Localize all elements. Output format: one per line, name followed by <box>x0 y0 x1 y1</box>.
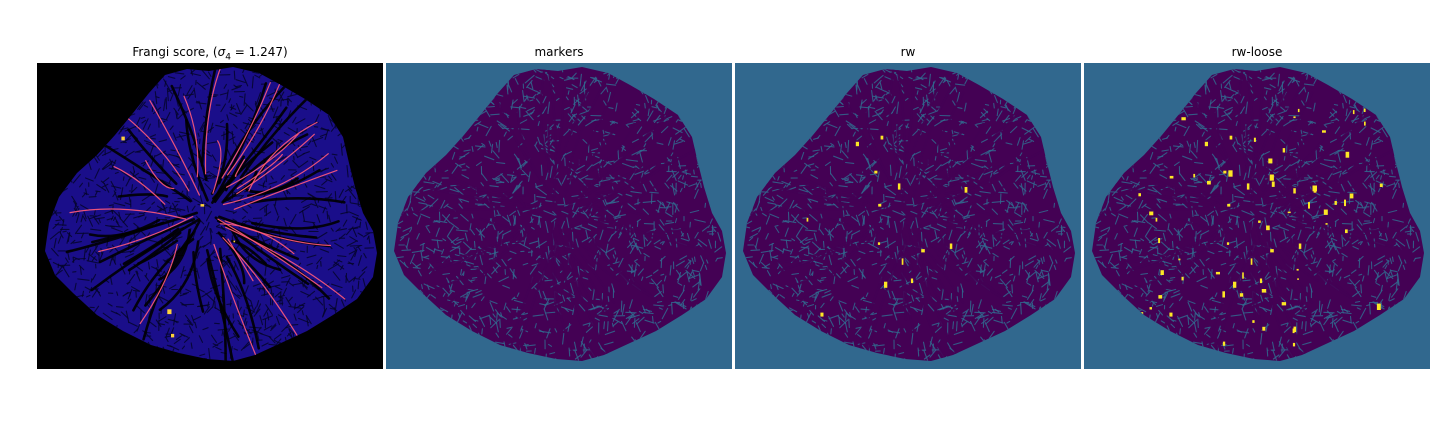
rw-image <box>735 63 1081 369</box>
sigma-subscript: 4 <box>225 52 231 63</box>
panel-title-frangi: Frangi score, (σ4 = 1.247) <box>37 45 383 62</box>
rw-image-panel <box>735 63 1081 369</box>
markers-image-panel <box>386 63 732 369</box>
rw-loose-image-panel <box>1084 63 1430 369</box>
markers-image <box>386 63 732 369</box>
frangi-title-prefix: Frangi score, ( <box>132 45 218 59</box>
rw-loose-image <box>1084 63 1430 369</box>
frangi-image-panel <box>37 63 383 369</box>
panel-title-markers: markers <box>534 45 584 59</box>
panel-title-rw: rw <box>900 45 916 59</box>
frangi-title-suffix: = 1.247) <box>230 45 288 59</box>
panel-title-rw-loose: rw-loose <box>1231 45 1283 59</box>
sigma-symbol: σ <box>217 45 226 59</box>
frangi-image <box>37 63 383 369</box>
